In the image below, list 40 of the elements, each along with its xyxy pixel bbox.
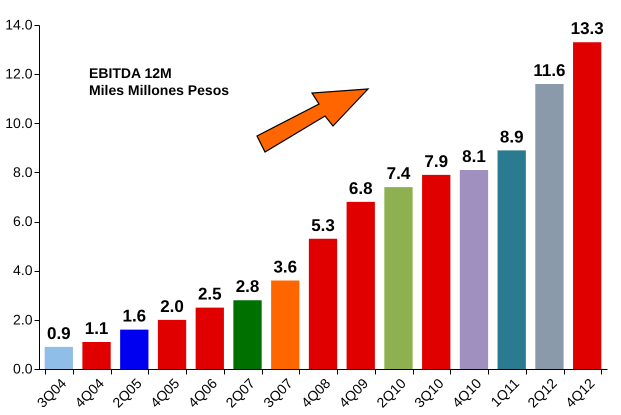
bar	[346, 202, 375, 369]
y-tick-label: 14.0	[5, 16, 33, 32]
data-label: 11.6	[533, 60, 566, 80]
bar	[82, 342, 111, 369]
text: EBITDA 12M	[89, 65, 172, 81]
bar	[308, 238, 338, 369]
data-label: 2.5	[198, 284, 222, 304]
bar	[44, 346, 73, 369]
data-label: 7.4	[386, 164, 411, 184]
data-label: 8.9	[500, 127, 524, 146]
y-tick-label: 8.0	[13, 164, 33, 180]
data-label: 2.0	[160, 296, 184, 316]
bar	[498, 150, 526, 369]
bar	[573, 42, 602, 369]
data-label: 5.3	[311, 216, 335, 235]
data-label: 2.8	[236, 277, 260, 296]
data-label: 13.3	[570, 19, 604, 38]
data-label: 6.8	[348, 178, 373, 198]
y-tick-label: 4.0	[13, 262, 33, 278]
data-label: 8.1	[462, 146, 486, 166]
bar	[384, 187, 413, 369]
y-tick-label: 0.0	[13, 360, 33, 376]
data-label: 1.1	[84, 318, 108, 338]
y-tick-label: 6.0	[13, 213, 33, 230]
bar	[120, 330, 148, 369]
bar	[422, 174, 450, 369]
data-label: 3.6	[273, 258, 298, 277]
bar	[271, 280, 300, 369]
bar	[158, 320, 186, 369]
bar	[460, 170, 488, 369]
bar	[535, 84, 564, 369]
y-tick-label: 10.0	[5, 114, 33, 131]
data-label: 0.9	[46, 324, 71, 343]
data-label: 7.9	[424, 152, 448, 171]
y-tick-label: 2.0	[13, 311, 33, 328]
y-tick-label: 12.0	[5, 66, 33, 82]
bar	[233, 300, 262, 369]
data-label: 1.6	[122, 306, 146, 326]
text: Miles Millones Pesos	[89, 82, 230, 98]
bar	[196, 308, 224, 369]
